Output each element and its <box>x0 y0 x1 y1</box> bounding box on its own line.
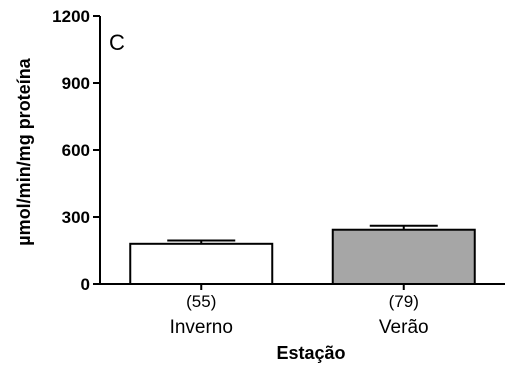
y-tick-label: 900 <box>62 74 90 93</box>
y-tick-label: 300 <box>62 208 90 227</box>
x-tick-label: Inverno <box>170 317 233 338</box>
x-axis: (55) Inverno (79) Verão <box>100 283 505 338</box>
y-axis: 0 300 600 900 1200 <box>52 7 101 294</box>
y-tick-label: 1200 <box>52 7 90 26</box>
sample-size-label: (79) <box>389 292 419 311</box>
bars <box>129 224 476 286</box>
bar <box>129 242 274 286</box>
y-tick-label: 0 <box>81 275 90 294</box>
bar <box>331 228 476 285</box>
x-tick-label: Verão <box>379 317 429 338</box>
sample-size-label: (55) <box>186 292 216 311</box>
y-tick-label: 600 <box>62 141 90 160</box>
panel-label: C <box>109 30 125 55</box>
x-axis-title: Estação <box>276 343 345 363</box>
y-axis-title: µmol/min/mg proteína <box>14 57 34 245</box>
